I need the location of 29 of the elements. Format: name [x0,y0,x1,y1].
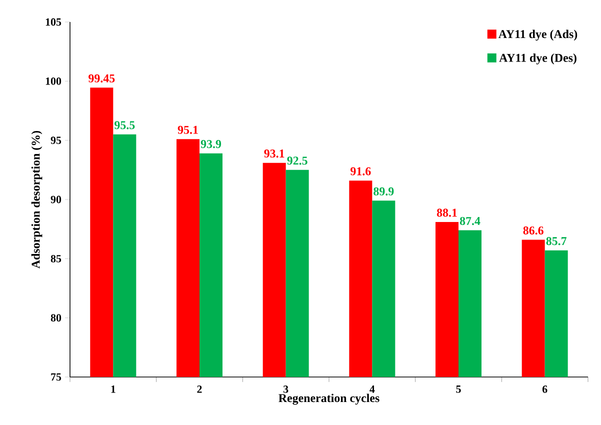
x-tick-label: 4 [370,386,375,393]
data-label: 87.4 [460,216,480,226]
y-tick-label: 90 [50,196,62,204]
y-tick-label: 95 [50,136,62,144]
data-label: 88.1 [436,208,457,217]
x-tick-label: 6 [542,386,548,393]
data-label: 86.6 [523,226,544,235]
data-label: 95.5 [114,121,135,130]
data-label: 99.45 [88,74,115,82]
data-label: 92.5 [287,156,308,165]
data-label: 95.1 [178,126,198,134]
data-label: 93.9 [200,140,222,148]
data-label: 85.7 [546,237,567,246]
y-tick-label: 105 [46,18,62,26]
y-tick-label: 100 [46,77,62,85]
y-tick-label: 80 [50,314,62,322]
x-tick-label: 5 [456,386,461,393]
x-tick-label: 3 [284,386,288,393]
x-axis-title: Regeneration cycles [278,394,380,405]
legend-label: AY11 dye (Ads) [498,30,578,41]
data-label: 93.1 [264,150,284,158]
legend-label: AY11 dye (Des) [499,54,576,64]
data-label: 91.6 [350,167,371,176]
y-tick-label: 85 [50,254,62,262]
data-label: 89.9 [374,187,394,196]
x-tick-label: 1 [111,386,116,393]
y-axis-title: Adsorption desorption (%) [31,130,42,268]
x-tick-label: 2 [197,386,202,393]
y-tick-label: 75 [51,373,62,381]
